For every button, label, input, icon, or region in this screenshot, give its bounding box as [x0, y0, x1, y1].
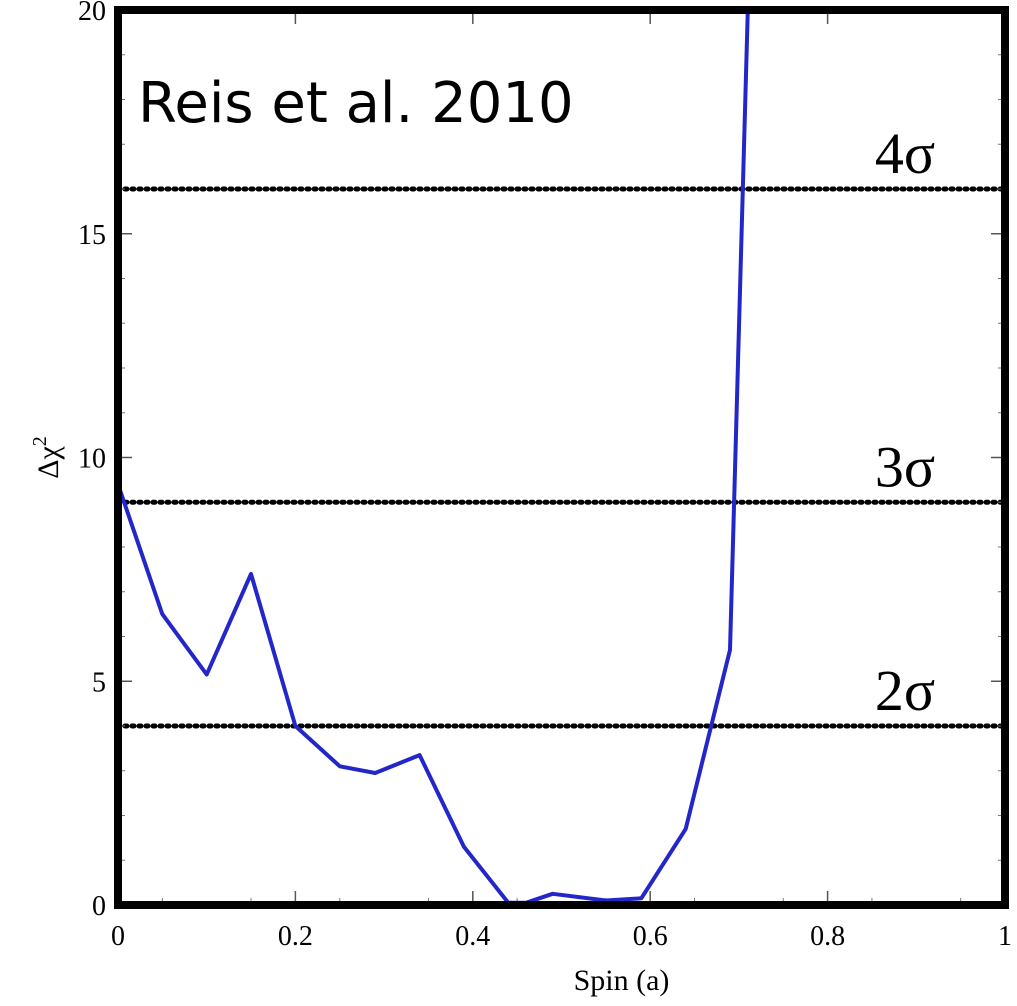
series-layer	[118, 10, 750, 905]
y-tick-label: 15	[78, 220, 106, 251]
chart-annotation: Reis et al. 2010	[138, 71, 574, 136]
reference-line-label-1: 2σ	[875, 658, 935, 723]
y-tick-label: 10	[78, 444, 106, 475]
y-tick-label: 20	[78, 0, 106, 27]
y-tick-label: 5	[92, 667, 106, 698]
x-tick-label: 0.6	[633, 921, 668, 952]
x-axis-label: Spin (a)	[574, 964, 670, 997]
x-tick-label: 0	[111, 921, 125, 952]
reference-lines: 2σ 3σ 4σ	[115, 121, 1008, 729]
x-tick-label: 0.4	[455, 921, 490, 952]
y-axis-label: Δχ2	[29, 436, 65, 479]
y-axis-label-superscript: 2	[29, 436, 51, 446]
reference-line-label-2: 3σ	[875, 434, 935, 499]
x-tick-label: 1	[998, 921, 1012, 952]
plot-frame	[114, 6, 1009, 909]
series-line-1	[118, 10, 750, 905]
y-tick-label: 0	[92, 891, 106, 922]
y-axis-label-group: Δχ2	[29, 436, 65, 479]
x-tick-label: 0.8	[810, 921, 845, 952]
axis-ticks	[117, 9, 1006, 906]
y-axis-label-main: Δχ	[32, 446, 65, 479]
x-tick-label: 0.2	[278, 921, 313, 952]
reference-line-label-3: 4σ	[875, 121, 935, 186]
